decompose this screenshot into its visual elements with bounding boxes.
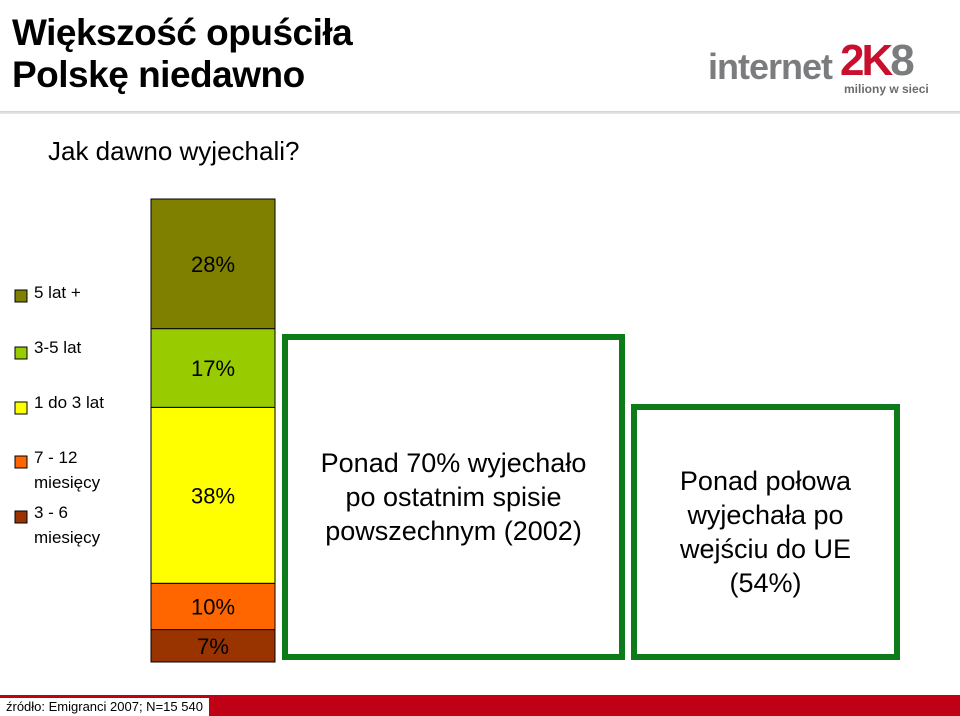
legend-swatch-4 xyxy=(14,510,28,524)
data-label-3: 17% xyxy=(191,356,235,381)
callout-line: Ponad połowa xyxy=(679,466,852,496)
legend-label-3-0: 7 - 12 xyxy=(34,448,77,467)
data-label-2: 38% xyxy=(191,483,235,508)
title-divider xyxy=(0,111,960,114)
legend-swatch-0 xyxy=(14,289,28,303)
callout-line: wejściu do UE xyxy=(679,534,852,564)
legend-swatch-1 xyxy=(14,346,28,360)
page-title: Większość opuściła Polskę niedawno xyxy=(12,12,532,96)
data-label-4: 28% xyxy=(191,252,235,277)
legend-label-2-0: 1 do 3 lat xyxy=(34,393,104,412)
legend-label-1-0: 3-5 lat xyxy=(34,338,82,357)
internet-2k8-logo: internet 2K8 miliony w sieci xyxy=(708,30,938,100)
callout-line: Ponad 70% wyjechało xyxy=(320,448,587,478)
bar-segment-3 xyxy=(150,328,276,408)
callout-line: wyjechała po xyxy=(687,500,844,530)
chart-question: Jak dawno wyjechali? xyxy=(48,136,300,166)
legend-label-4-1: miesięcy xyxy=(34,528,101,547)
callout-line: (54%) xyxy=(729,568,802,598)
callout-line: po ostatnim spisie xyxy=(345,482,562,512)
data-label-0: 7% xyxy=(197,634,229,659)
callout-box-post-eu: Ponad połowa wyjechała po wejściu do UE (54… xyxy=(631,404,900,660)
bar-segment-0 xyxy=(150,629,276,663)
callout-line: powszechnym (2002) xyxy=(325,516,582,546)
stacked-bar-chart: 7% 10% 38% 17% 28% 5 lat + 3-5 lat 1 do 3 lat 7 … xyxy=(14,198,276,663)
title-line-1: Większość opuściła xyxy=(12,12,353,53)
legend-swatch-3 xyxy=(14,455,28,469)
logo-number-suffix: 8 xyxy=(890,36,915,85)
legend-label-4-0: 3 - 6 xyxy=(34,503,68,522)
title-line-2: Polskę niedawno xyxy=(12,54,305,95)
source-note: źródło: Emigranci 2007; N=15 540 xyxy=(0,698,209,716)
bar-segment-4 xyxy=(150,198,276,330)
logo-number-main: 2K xyxy=(840,36,893,85)
logo-number: 2K8 xyxy=(840,36,915,86)
logo-word: internet xyxy=(708,46,833,87)
data-label-1: 10% xyxy=(191,594,235,619)
legend-swatch-2 xyxy=(14,401,28,415)
legend-label-0-0: 5 lat + xyxy=(34,283,81,302)
legend-label-3-1: miesięcy xyxy=(34,473,101,492)
bar-segment-1 xyxy=(150,582,276,631)
footer-bar xyxy=(0,695,960,716)
callout-text: Ponad 70% wyjechało po ostatnim spisie pow… xyxy=(321,446,587,548)
logo-tagline: miliony w sieci xyxy=(844,82,929,96)
callout-text: Ponad połowa wyjechała po wejściu do UE (54… xyxy=(680,464,851,600)
callout-box-post-census: Ponad 70% wyjechało po ostatnim spisie pow… xyxy=(282,334,625,660)
